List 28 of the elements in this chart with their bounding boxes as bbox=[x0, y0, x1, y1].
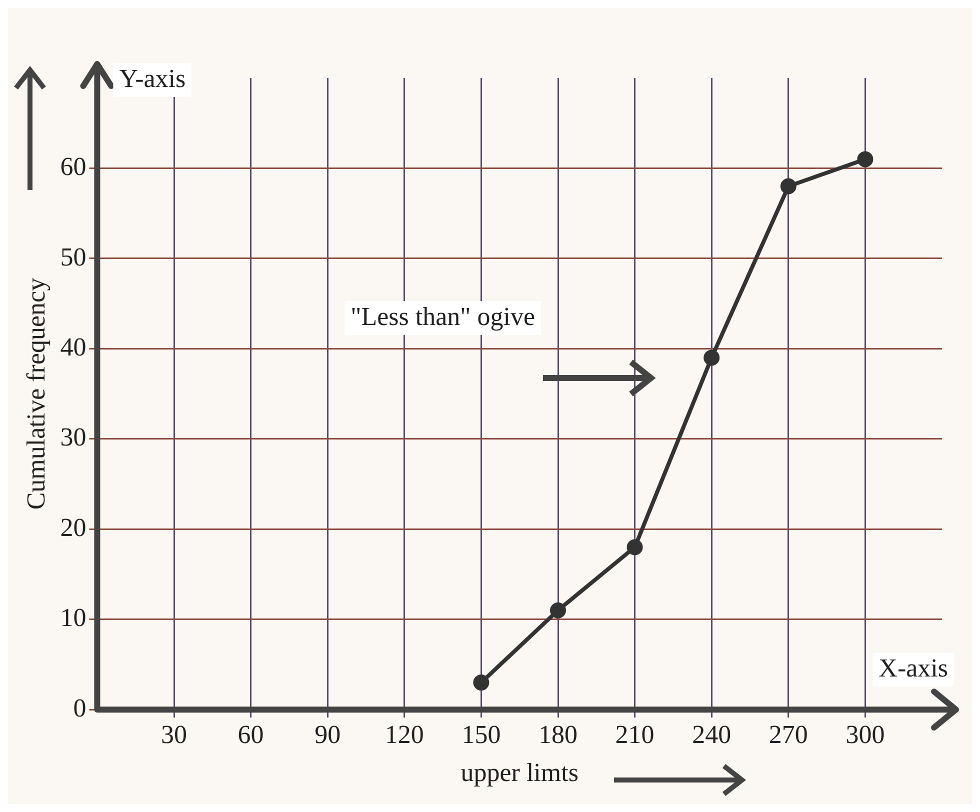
x-tick-label: 30 bbox=[161, 720, 187, 750]
point bbox=[550, 602, 566, 618]
x-tick-label: 180 bbox=[538, 720, 578, 750]
y-tick-label: 60 bbox=[60, 152, 86, 182]
x-tick-label: 270 bbox=[768, 720, 808, 750]
y-tick-label: 10 bbox=[60, 603, 86, 632]
x-tick-label: 210 bbox=[615, 720, 654, 750]
y-tick-label: 50 bbox=[60, 242, 86, 272]
x-tick-label: 60 bbox=[238, 720, 264, 750]
point bbox=[626, 539, 643, 556]
x-axis-title: upper limts bbox=[460, 758, 578, 788]
x-tick-label: 120 bbox=[384, 720, 424, 750]
y-axis-title: Cumulative frequency bbox=[21, 278, 50, 510]
x-tick-label: 150 bbox=[462, 720, 501, 750]
annotation: X-axis bbox=[878, 653, 948, 682]
y-tick-label: 30 bbox=[60, 422, 86, 452]
point bbox=[473, 674, 490, 691]
point bbox=[857, 151, 874, 168]
point bbox=[780, 178, 796, 194]
y-tick-label: 40 bbox=[60, 332, 86, 362]
y-tick-label: 20 bbox=[60, 512, 86, 542]
y-tick-label: 0 bbox=[73, 693, 86, 722]
x-tick-label: 300 bbox=[846, 720, 885, 750]
annotation: Y-axis bbox=[119, 64, 186, 93]
annotation: "Less than" ogive bbox=[350, 302, 536, 331]
x-tick-label: 240 bbox=[692, 720, 732, 750]
point bbox=[704, 350, 720, 366]
x-tick-label: 90 bbox=[314, 720, 341, 750]
